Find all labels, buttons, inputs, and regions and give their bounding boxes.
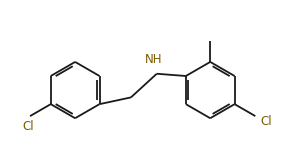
Text: Cl: Cl [260,115,272,128]
Text: NH: NH [145,53,162,66]
Text: Cl: Cl [23,120,34,133]
